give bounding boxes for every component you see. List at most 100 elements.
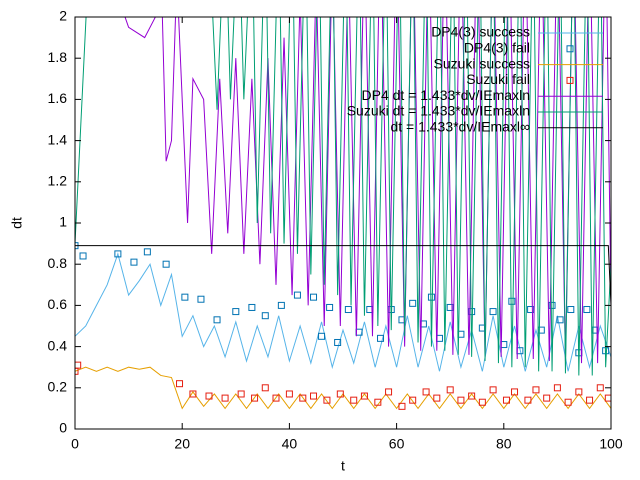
data-point [446, 386, 454, 394]
data-point [130, 258, 138, 266]
data-point [374, 398, 382, 406]
y-tick-label: 1 [59, 214, 67, 230]
data-point [567, 306, 575, 314]
data-point [79, 252, 87, 260]
data-point [583, 306, 591, 314]
data-point [277, 301, 285, 309]
data-point [336, 390, 344, 398]
y-tick-label: 1.4 [48, 131, 68, 147]
data-point [489, 386, 497, 394]
x-tick-label: 100 [599, 436, 623, 452]
data-point [251, 394, 259, 402]
y-tick-label: 1.2 [48, 173, 68, 189]
data-point [586, 396, 594, 404]
data-point [604, 394, 611, 402]
x-tick-label: 80 [496, 436, 512, 452]
data-point [114, 250, 122, 258]
data-line [75, 17, 611, 376]
data-point [205, 392, 213, 400]
legend-marker [566, 76, 574, 84]
data-point [457, 396, 465, 404]
data-point [197, 295, 205, 303]
data-point [75, 367, 79, 375]
legend-label: dt = 1.433*dv/IEmaxl∞ [390, 119, 530, 135]
y-tick-label: 0 [59, 420, 67, 436]
data-point [350, 396, 358, 404]
y-tick-label: 0.8 [48, 255, 68, 271]
data-point [310, 392, 318, 400]
data-point [508, 297, 516, 305]
data-point [553, 384, 561, 392]
x-tick-label: 0 [71, 436, 79, 452]
data-point [248, 303, 256, 311]
data-line [75, 245, 611, 306]
data-point [596, 384, 604, 392]
legend-label: Suzuki success [434, 55, 530, 71]
data-point [189, 390, 197, 398]
x-tick-label: 60 [389, 436, 405, 452]
data-point [575, 388, 583, 396]
data-point [502, 396, 510, 404]
data-point [75, 361, 82, 369]
data-point [489, 308, 497, 316]
y-tick-label: 0.6 [48, 296, 68, 312]
data-point [524, 396, 532, 404]
data-point [543, 394, 551, 402]
data-point [221, 394, 229, 402]
data-point [446, 303, 454, 311]
y-tick-label: 1.8 [48, 49, 68, 65]
y-tick-label: 2 [59, 8, 67, 24]
data-point [299, 394, 307, 402]
data-point [261, 384, 269, 392]
data-point [272, 394, 280, 402]
data-point [237, 390, 245, 398]
data-point [409, 299, 417, 307]
x-tick-label: 40 [282, 436, 298, 452]
data-point [556, 316, 564, 324]
data-point [181, 293, 189, 301]
data-point [334, 338, 342, 346]
data-point [398, 402, 406, 410]
y-tick-label: 0.4 [48, 337, 68, 353]
data-point [213, 316, 221, 324]
data-point [433, 394, 441, 402]
data-point [232, 308, 240, 316]
legend-label: DP4 dt = 1.433*dv/IEmaxln [362, 87, 531, 103]
y-tick-label: 0.2 [48, 379, 68, 395]
data-point [344, 306, 352, 314]
data-point [478, 398, 486, 406]
legend-label: DP4(3) success [431, 24, 530, 40]
x-axis-label: t [341, 458, 345, 474]
data-point [409, 396, 417, 404]
data-point [143, 248, 151, 256]
data-point [385, 388, 393, 396]
legend-marker [566, 45, 574, 53]
data-point [162, 260, 170, 268]
data-point [176, 380, 184, 388]
data-point [310, 293, 318, 301]
data-point [285, 390, 293, 398]
y-tick-label: 1.6 [48, 90, 68, 106]
data-point [548, 301, 556, 309]
data-point [360, 392, 368, 400]
data-point [323, 396, 331, 404]
data-point [326, 303, 334, 311]
legend-label: Suzuki fail [466, 71, 530, 87]
y-axis-label: dt [9, 217, 25, 229]
x-tick-label: 20 [174, 436, 190, 452]
data-point [377, 334, 385, 342]
legend-label: DP4(3) fail [464, 40, 530, 56]
legend-label: Suzuki dt = 1.433*dv/IEmaxln [347, 103, 530, 119]
data-point [468, 392, 476, 400]
data-point [511, 388, 519, 396]
data-point [422, 388, 430, 396]
data-point [318, 332, 326, 340]
data-point [532, 386, 540, 394]
data-line [75, 252, 611, 372]
data-point [527, 306, 535, 314]
plot-area [75, 17, 611, 410]
data-point [564, 398, 572, 406]
data-point [293, 291, 301, 299]
data-point [261, 312, 269, 320]
